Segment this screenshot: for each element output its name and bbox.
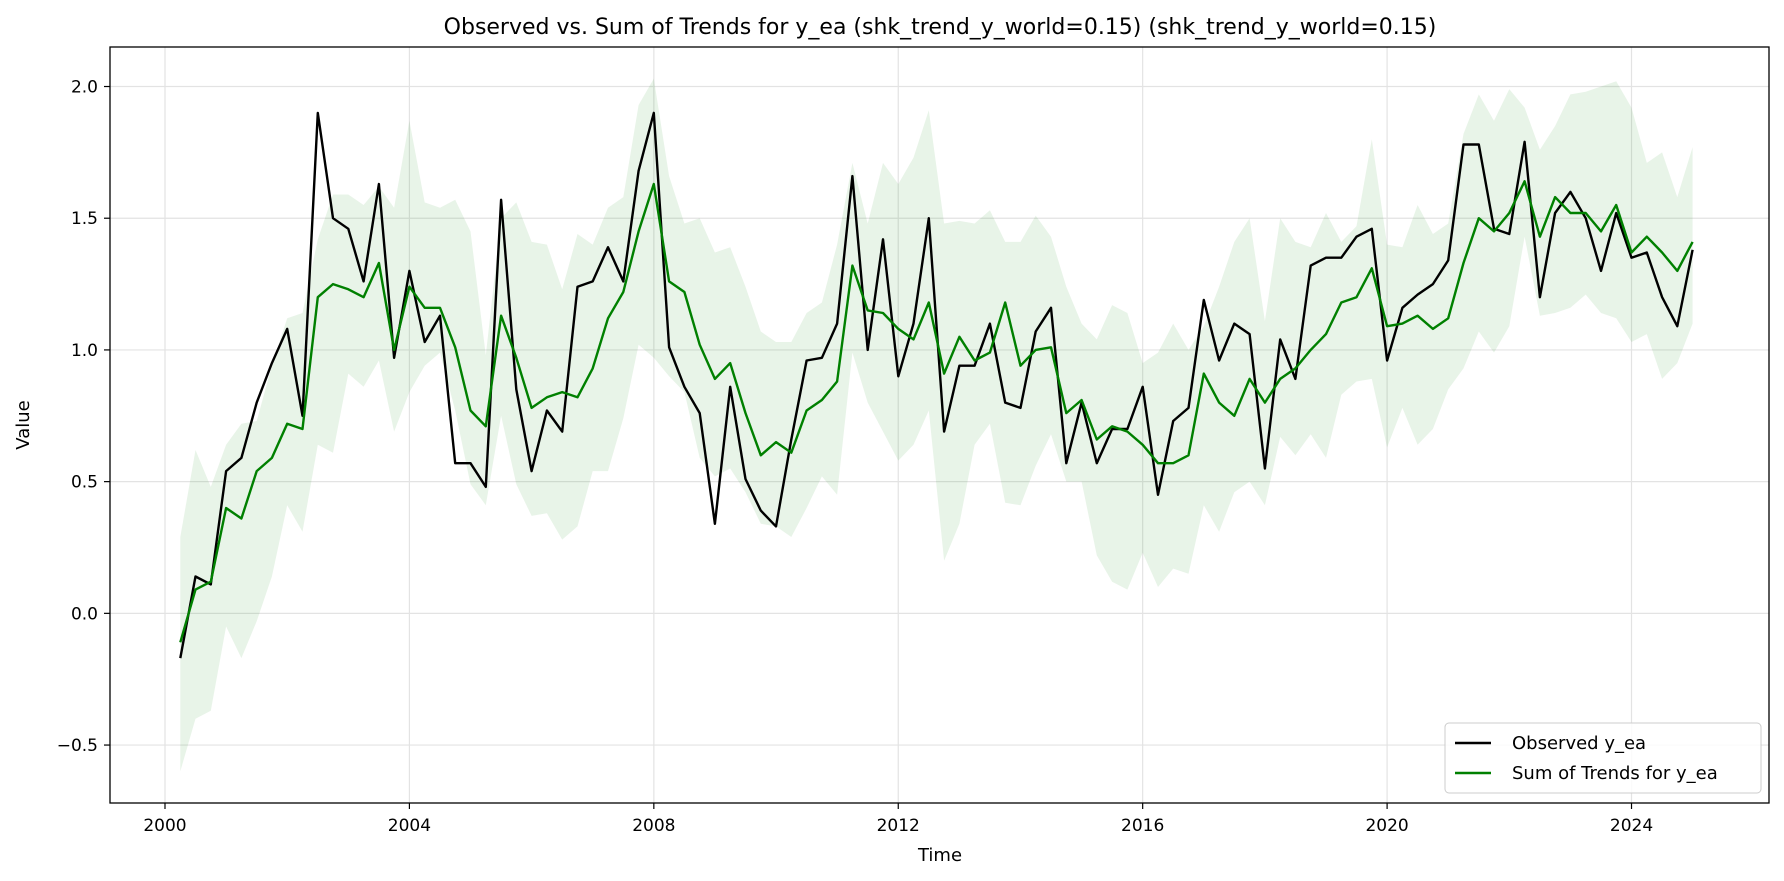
y-axis-title: Value [13,400,34,449]
y-tick-label: 1.0 [71,341,98,361]
x-tick-label: 2000 [143,816,186,836]
y-tick-label: 2.0 [71,78,98,98]
series-line-sum-of-trends [179,180,1694,643]
x-tick-label: 2012 [877,816,920,836]
x-tick-label: 2016 [1121,816,1164,836]
series-line-observed [179,111,1694,659]
axis-ticks: 2000 2004 2008 2012 2016 2020 2024 −0.5 0.0 0.5 1.… [57,78,1653,836]
legend-label: Sum of Trends for y_ea [1512,763,1718,784]
x-tick-label: 2024 [1610,816,1653,836]
trend-confidence-band [180,78,1693,772]
chart-title: Observed vs. Sum of Trends for y_ea (shk… [444,15,1437,40]
grid [110,47,1769,803]
plot-frame [109,46,1770,804]
y-tick-label: 0.0 [71,604,98,624]
x-axis-title: Time [917,845,962,866]
x-tick-label: 2008 [632,816,675,836]
legend-box [1444,722,1762,794]
y-tick-label: −0.5 [57,736,98,756]
x-tick-label: 2004 [388,816,431,836]
legend-label: Observed y_ea [1512,733,1646,754]
y-tick-label: 1.5 [71,209,98,229]
x-tick-label: 2020 [1365,816,1408,836]
series-layer [179,111,1694,659]
legend: Observed y_ea Sum of Trends for y_ea [1444,722,1762,794]
y-tick-label: 0.5 [71,473,98,493]
